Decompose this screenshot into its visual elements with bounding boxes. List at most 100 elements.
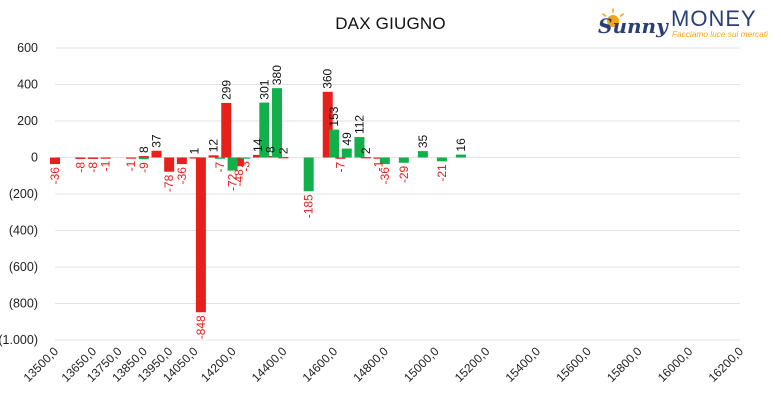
- bar: [436, 157, 447, 162]
- x-tick-label: 13500,0: [21, 344, 62, 385]
- data-label: 8: [264, 146, 278, 153]
- data-label: 299: [219, 80, 233, 100]
- data-label: -36: [378, 167, 392, 185]
- y-tick-label: 0: [31, 151, 38, 165]
- x-tick-label: 14200,0: [198, 344, 239, 385]
- bar: [455, 154, 466, 158]
- x-tick-label: 14600,0: [300, 344, 341, 385]
- data-label: 112: [352, 115, 366, 134]
- x-tick-label: 15800,0: [604, 344, 645, 385]
- data-label: -72: [226, 173, 240, 191]
- data-label: -36: [48, 167, 62, 185]
- bar: [208, 155, 219, 158]
- y-tick-label: 200: [17, 114, 38, 128]
- data-label: 14: [251, 138, 265, 152]
- x-tick-label: 15600,0: [553, 344, 594, 385]
- bar: [278, 157, 289, 159]
- data-label: 1: [188, 147, 202, 154]
- bar: [221, 102, 232, 158]
- data-labels: -36 -8-8-1 -1837-78-361-84812299-481482360…: [48, 65, 468, 339]
- data-label: -185: [302, 194, 316, 218]
- data-label: 49: [340, 132, 354, 146]
- bar: [303, 157, 314, 192]
- y-tick-label: (800): [9, 297, 38, 311]
- y-tick-label: 400: [17, 78, 38, 92]
- bar: [398, 157, 409, 163]
- sun-icon: [600, 8, 624, 27]
- x-tick-label: 16200,0: [706, 344, 747, 385]
- data-label: -9: [137, 162, 151, 173]
- data-label: 16: [454, 138, 468, 152]
- bar: [379, 157, 390, 165]
- bar: [322, 91, 333, 158]
- bars: [50, 88, 466, 313]
- bar: [341, 148, 352, 158]
- data-label: 360: [321, 68, 335, 88]
- data-label: -78: [162, 174, 176, 192]
- bar: [138, 157, 149, 160]
- data-label: -3: [238, 161, 252, 172]
- bar: [100, 157, 111, 159]
- x-tick-label: 15400,0: [503, 344, 544, 385]
- bar: [259, 102, 270, 158]
- bar: [126, 157, 137, 159]
- y-tick-label: (600): [9, 260, 38, 274]
- bar: [164, 157, 175, 172]
- y-tick-label: (1.000): [0, 333, 38, 347]
- x-tick-label: 14400,0: [249, 344, 290, 385]
- brand-script: Sunny: [598, 14, 669, 38]
- bar: [240, 157, 251, 159]
- bar: [195, 157, 206, 313]
- bar: [360, 157, 371, 159]
- data-label: 37: [149, 134, 163, 148]
- y-tick-label: 600: [17, 41, 38, 55]
- data-label: 12: [207, 139, 221, 153]
- bar: [176, 157, 187, 165]
- y-axis: 600 400 200 0 (200) (400) (600) (800) (1.000): [0, 41, 38, 347]
- bar: [252, 154, 263, 158]
- data-label: -8: [86, 162, 100, 173]
- data-label: 8: [137, 146, 151, 153]
- x-axis: 13500,013650,013750,013850,013950,014050…: [21, 344, 747, 385]
- bar: [417, 151, 428, 158]
- data-label: -48: [232, 169, 246, 187]
- data-label: -848: [194, 315, 208, 339]
- bar: [373, 157, 384, 159]
- data-label: 2: [276, 147, 290, 154]
- chart-title: DAX GIUGNO: [335, 14, 446, 33]
- brand-name: MONEY: [671, 6, 757, 31]
- bar: [329, 129, 340, 158]
- bar: [88, 157, 99, 159]
- x-tick-label: 16000,0: [655, 344, 696, 385]
- y-tick-label: (400): [9, 224, 38, 238]
- bar: [151, 150, 162, 158]
- data-label: -7: [333, 161, 347, 172]
- data-label: -7: [213, 161, 227, 172]
- data-label: 153: [327, 106, 341, 126]
- bar: [50, 157, 60, 165]
- data-label: -1: [124, 160, 138, 171]
- bar: [271, 88, 282, 158]
- bar: [189, 157, 200, 159]
- data-label: 380: [270, 65, 284, 85]
- bar: [75, 157, 86, 159]
- y-tick-label: (200): [9, 187, 38, 201]
- data-label: -29: [397, 165, 411, 183]
- brand-tagline: Facciamo luce sui mercati: [672, 29, 769, 39]
- bar: [265, 156, 276, 158]
- x-tick-label: 15000,0: [401, 344, 442, 385]
- bar: [233, 157, 244, 167]
- brand-logo: Sunny MONEY Facciamo luce sui mercati: [598, 6, 769, 39]
- bar: [227, 157, 238, 171]
- data-label: -8: [73, 162, 87, 173]
- data-label: -1: [99, 160, 113, 171]
- bar: [335, 157, 346, 159]
- bar: [214, 157, 225, 159]
- data-label: -21: [435, 164, 449, 182]
- data-label: 301: [257, 79, 271, 99]
- data-label: -1: [371, 160, 385, 171]
- x-tick-label: 15200,0: [452, 344, 493, 385]
- data-label: 2: [359, 147, 373, 154]
- x-tick-label: 14800,0: [350, 344, 391, 385]
